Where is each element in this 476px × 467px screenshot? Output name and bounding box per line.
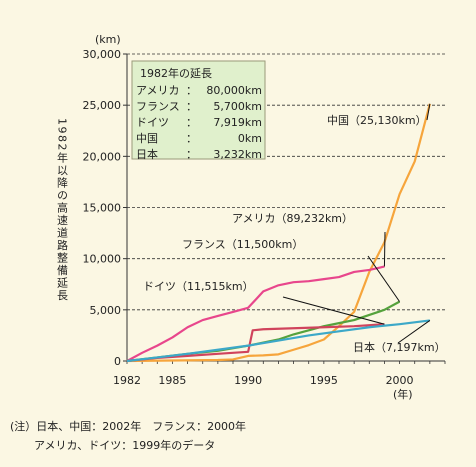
legend-colon: ： (186, 100, 197, 113)
leader-line-ドイツ (282, 296, 385, 325)
leader-line-フランス (367, 255, 400, 302)
series-line-日本 (126, 319, 430, 363)
legend-colon: ： (186, 116, 197, 129)
legend-value: 7,919km (213, 116, 262, 129)
note-line-2: アメリカ、ドイツ：1999年のデータ (34, 439, 216, 452)
series-label-ドイツ: ドイツ（11,515km） (143, 280, 254, 293)
legend-value: 3,232km (213, 148, 262, 161)
leader-line-日本 (397, 320, 431, 344)
series-label-日本: 日本（7,197km） (353, 340, 446, 354)
y-tick-label: 15,000 (83, 202, 122, 215)
legend-title: 1982年の延長 (140, 66, 212, 80)
legend-value: 0km (238, 132, 262, 145)
legend-country: 中国 (136, 132, 158, 145)
y-unit-label: (km) (95, 33, 121, 46)
legend-country: 日本 (136, 147, 158, 161)
series-label-中国: 中国（25,130km） (327, 114, 427, 127)
x-tick-label: 1995 (310, 374, 338, 387)
y-tick-label: 30,000 (83, 48, 122, 61)
y-tick-label: 10,000 (83, 253, 122, 266)
legend-colon: ： (186, 84, 197, 97)
series-line-アメリカ (126, 265, 385, 362)
legend-value: 5,700km (213, 100, 262, 113)
x-tick-label: 1985 (158, 374, 186, 387)
legend-value: 80,000km (206, 84, 262, 97)
x-unit-label: (年) (393, 387, 413, 401)
y-tick-label: 20,000 (83, 150, 122, 163)
leader-line-アメリカ (383, 231, 386, 267)
series-line-中国 (126, 103, 431, 363)
y-tick-label: 25,000 (83, 99, 122, 112)
series-label-フランス: フランス（11,500km） (182, 238, 303, 251)
series-label-アメリカ: アメリカ（89,232km） (232, 212, 353, 225)
legend-country: ドイツ (136, 116, 169, 129)
y-tick-label: 5,000 (90, 304, 122, 317)
x-tick-label: 1990 (234, 374, 262, 387)
legend-colon: ： (186, 148, 197, 161)
legend-country: アメリカ (136, 84, 179, 97)
legend-colon: ： (186, 132, 197, 145)
x-tick-label: 2000 (386, 374, 414, 387)
note-line-1: (注）日本、中国：2002年 フランス：2000年 (10, 420, 247, 433)
leader-line-中国 (426, 103, 431, 121)
y-tick-label: 0 (114, 355, 121, 368)
series-line-ドイツ (126, 323, 385, 363)
y-axis-title: 1982年以降の高速道路整備延長 (56, 118, 69, 302)
legend-box (131, 60, 266, 160)
legend-country: フランス (136, 100, 180, 113)
x-tick-label: 1982 (113, 374, 141, 387)
